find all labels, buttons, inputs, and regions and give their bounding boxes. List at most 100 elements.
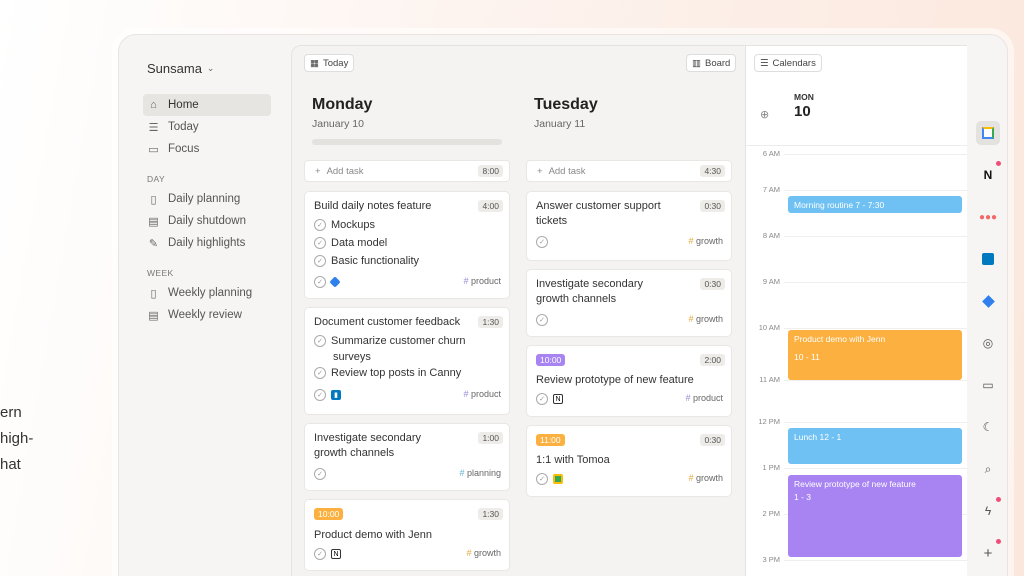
calendar-event[interactable]: Lunch 12 - 1 xyxy=(788,428,962,464)
check-icon[interactable]: ✓ xyxy=(314,276,326,288)
section-day: DAY xyxy=(147,174,166,184)
clipboard-icon: ▯ xyxy=(150,287,157,300)
subtask[interactable]: ✓ Mockups xyxy=(314,219,375,231)
subtask[interactable]: ✓ Summarize customer churn xyxy=(314,335,466,347)
channel-tag[interactable]: # product xyxy=(463,276,501,286)
check-icon[interactable]: ✓ xyxy=(536,314,548,326)
channel-tag[interactable]: # planning xyxy=(459,468,501,478)
time-badge: 10:00 xyxy=(314,508,344,520)
jira-icon xyxy=(329,276,341,288)
check-icon[interactable]: ✓ xyxy=(314,335,326,347)
calendar-day-abbr: MON xyxy=(794,92,814,102)
check-icon[interactable]: ✓ xyxy=(536,393,548,405)
search-icon[interactable]: ⌕ xyxy=(984,461,992,476)
tuesday-add-task[interactable]: + Add task 4:30 xyxy=(526,160,732,182)
tuesday-date: January 11 xyxy=(534,118,586,130)
calendar-event[interactable]: Morning routine 7 - 7:30 xyxy=(788,196,962,213)
subtask-continued: surveys xyxy=(333,351,371,363)
calendars-button[interactable]: ☰ Calendars xyxy=(754,54,822,72)
target-icon[interactable]: ◎ xyxy=(982,336,994,350)
sidebar-item-focus[interactable]: ▭ Focus xyxy=(148,143,200,156)
calendar-event[interactable]: Product demo with Jenn 10 - 11 xyxy=(788,330,962,380)
plus-icon: + xyxy=(315,165,321,177)
check-icon[interactable]: ✓ xyxy=(314,255,326,267)
moon-icon[interactable]: ☾ xyxy=(982,420,994,434)
zoom-icon[interactable]: ⊕ xyxy=(760,109,770,121)
channel-tag[interactable]: # growth xyxy=(688,314,723,324)
check-icon[interactable]: ✓ xyxy=(314,219,326,231)
notion-icon: N xyxy=(553,394,563,404)
chevron-down-icon: ⌄ xyxy=(206,63,215,73)
trello-icon: ▮ xyxy=(331,390,341,400)
calendar-header: ⊕ MON 10 xyxy=(746,46,967,146)
task-card[interactable]: Investigate secondary growth channels 0:… xyxy=(526,269,732,337)
tuesday-title: Tuesday xyxy=(534,96,598,113)
plus-icon: + xyxy=(537,165,543,177)
today-button[interactable]: ▦ Today xyxy=(304,54,355,72)
calendar-day-number: 10 xyxy=(794,103,811,120)
asana-icon[interactable]: ●●● xyxy=(978,211,998,223)
channel-tag[interactable]: # product xyxy=(463,389,501,399)
monday-title: Monday xyxy=(312,96,373,113)
sidebar-item-daily-highlights[interactable]: ✎ Daily highlights xyxy=(148,237,246,250)
clipboard-icon: ▯ xyxy=(150,193,157,206)
filter-icon: ☰ xyxy=(760,57,769,69)
subtask[interactable]: ✓ Review top posts in Canny xyxy=(314,367,461,379)
book-icon: ▤ xyxy=(148,215,159,228)
book-icon: ▤ xyxy=(148,309,159,322)
sidebar-item-weekly-review[interactable]: ▤ Weekly review xyxy=(148,309,242,322)
task-card[interactable]: Document customer feedback 1:30 ✓ Summari… xyxy=(304,307,510,415)
channel-tag[interactable]: # product xyxy=(685,393,723,403)
board-button[interactable]: ▥ Board xyxy=(686,54,737,72)
subtask[interactable]: ✓ Basic functionality xyxy=(314,255,419,267)
sidebar-item-daily-shutdown[interactable]: ▤ Daily shutdown xyxy=(148,215,246,228)
sidebar: Sunsama ⌄ ⌂ Home ☰ Today ▭ Focus DAY ▯ D… xyxy=(119,35,289,576)
notification-dot xyxy=(996,497,1001,502)
check-icon[interactable]: ✓ xyxy=(314,389,326,401)
pencil-icon: ✎ xyxy=(148,237,159,250)
sidebar-item-home[interactable]: ⌂ Home xyxy=(143,94,271,116)
calendar-icon[interactable] xyxy=(976,121,1000,145)
task-card[interactable]: Answer customer support tickets 0:30 ✓ #… xyxy=(526,191,732,261)
calendar-event[interactable]: Review prototype of new feature 1 - 3 xyxy=(788,475,962,557)
sidebar-item-weekly-planning[interactable]: ▯ Weekly planning xyxy=(143,282,271,304)
sidebar-item-daily-planning[interactable]: ▯ Daily planning xyxy=(143,188,271,210)
plus-icon[interactable]: + xyxy=(983,544,993,562)
notion-icon[interactable]: N xyxy=(983,168,993,182)
check-icon[interactable]: ✓ xyxy=(314,468,326,480)
jira-icon[interactable] xyxy=(976,289,1000,313)
calendar-panel: ☰ Calendars ⊕ MON 10 6 AM 7 AM 8 AM 9 AM… xyxy=(745,45,967,576)
check-icon[interactable]: ✓ xyxy=(314,237,326,249)
google-calendar-icon xyxy=(553,474,563,484)
calendar-icon: ▦ xyxy=(310,57,319,69)
channel-tag[interactable]: # growth xyxy=(688,236,723,246)
trello-icon[interactable] xyxy=(976,247,1000,271)
check-icon[interactable]: ✓ xyxy=(314,367,326,379)
check-icon[interactable]: ✓ xyxy=(314,548,326,560)
archive-icon[interactable]: ▭ xyxy=(982,378,994,392)
task-card[interactable]: Build daily notes feature 4:00 ✓ Mockups … xyxy=(304,191,510,299)
check-icon[interactable]: ✓ xyxy=(536,473,548,485)
workspace-switcher[interactable]: Sunsama ⌄ xyxy=(147,61,215,76)
task-card[interactable]: 11:00 0:30 1:1 with Tomoa ✓ # growth xyxy=(526,425,732,497)
subtask[interactable]: ✓ Data model xyxy=(314,237,387,249)
monday-progress xyxy=(312,139,502,145)
task-card[interactable]: 10:00 2:00 Review prototype of new featu… xyxy=(526,345,732,417)
time-badge: 11:00 xyxy=(536,434,565,446)
time-badge: 10:00 xyxy=(536,354,566,366)
board-icon: ▥ xyxy=(692,57,701,69)
channel-tag[interactable]: # growth xyxy=(688,473,723,483)
lightning-icon[interactable]: ϟ xyxy=(984,504,992,518)
notification-dot xyxy=(996,161,1001,166)
task-card[interactable]: 10:00 1:30 Product demo with Jenn ✓ N # g… xyxy=(304,499,510,571)
home-icon: ⌂ xyxy=(150,99,157,111)
task-card[interactable]: Investigate secondary growth channels 1:… xyxy=(304,423,510,491)
sidebar-item-today[interactable]: ☰ Today xyxy=(148,121,199,134)
check-icon[interactable]: ✓ xyxy=(536,236,548,248)
notion-icon: N xyxy=(331,549,341,559)
monday-add-task[interactable]: + Add task 8:00 xyxy=(304,160,510,182)
channel-tag[interactable]: # growth xyxy=(466,548,501,558)
integrations-rail: N ●●● ◎ ▭ ☾ ⌕ ϟ + xyxy=(967,45,1007,576)
section-week: WEEK xyxy=(147,268,174,278)
app-window: Sunsama ⌄ ⌂ Home ☰ Today ▭ Focus DAY ▯ D… xyxy=(118,34,1008,576)
